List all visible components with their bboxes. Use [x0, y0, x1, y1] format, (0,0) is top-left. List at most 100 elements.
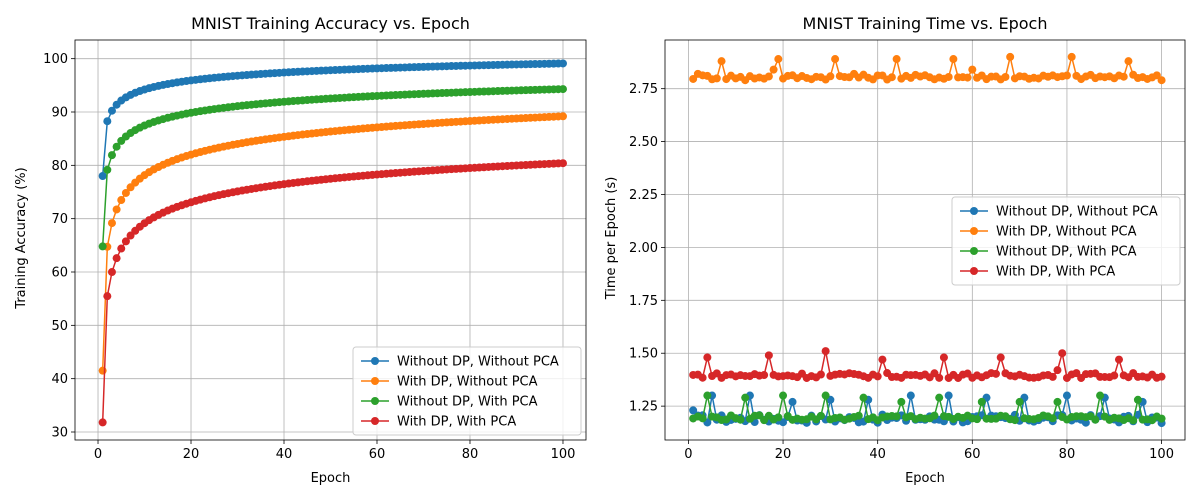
data-point: [826, 72, 835, 81]
legend-box: [352, 346, 582, 436]
y-axis-label: Training Accuracy (%): [14, 167, 29, 309]
data-point: [1114, 355, 1123, 364]
data-point: [1001, 72, 1010, 81]
y-tick-label: 60: [51, 266, 68, 281]
data-point: [558, 59, 567, 68]
legend-label: With DP, Without PCA: [996, 225, 1137, 240]
data-point: [769, 65, 778, 74]
legend-label: With DP, With PCA: [397, 415, 516, 430]
data-point: [103, 292, 112, 301]
legend-label: Without DP, Without PCA: [397, 355, 559, 370]
data-point: [779, 391, 788, 400]
y-tick-label: 2.25: [629, 188, 658, 203]
data-point: [117, 244, 126, 253]
x-tick-label: 60: [964, 447, 981, 462]
data-point: [977, 397, 986, 406]
data-point: [892, 55, 901, 64]
legend-label: With DP, Without PCA: [397, 375, 538, 390]
x-tick-label: 60: [369, 447, 386, 462]
y-tick-label: 1.25: [629, 400, 658, 415]
x-tick-label: 0: [684, 447, 692, 462]
data-point: [1048, 414, 1057, 423]
data-point: [717, 57, 726, 66]
data-point: [1053, 366, 1062, 375]
legend-marker: [371, 397, 379, 405]
data-point: [887, 73, 896, 82]
x-tick-label: 80: [1059, 447, 1076, 462]
data-point: [558, 112, 567, 121]
data-point: [98, 172, 107, 180]
data-point: [1133, 395, 1142, 404]
data-point: [689, 406, 698, 415]
y-tick-label: 2.00: [629, 241, 658, 256]
data-point: [821, 391, 830, 400]
data-point: [1067, 52, 1076, 61]
data-point: [117, 196, 126, 205]
y-tick-label: 90: [51, 106, 68, 121]
data-point: [1124, 57, 1133, 66]
data-point: [821, 347, 830, 356]
data-point: [939, 353, 948, 362]
data-point: [1010, 416, 1019, 425]
data-point: [558, 159, 567, 168]
data-point: [854, 411, 863, 420]
chart-title: MNIST Training Time vs. Epoch: [803, 14, 1048, 33]
data-point: [1015, 397, 1024, 406]
legend-label: Without DP, Without PCA: [996, 205, 1158, 220]
legend: Without DP, Without PCA With DP, Without …: [352, 346, 582, 436]
data-point: [760, 371, 769, 380]
y-tick-label: 100: [43, 52, 68, 67]
series-2: [689, 52, 1166, 85]
data-point: [892, 412, 901, 421]
x-tick-label: 0: [94, 447, 102, 462]
data-point: [1048, 372, 1057, 381]
data-point: [944, 391, 953, 400]
data-point: [831, 55, 840, 64]
data-point: [859, 393, 868, 402]
legend-label: Without DP, With PCA: [996, 245, 1137, 260]
plot-frame: [74, 39, 587, 441]
y-tick-label: 2.50: [629, 135, 658, 150]
data-point: [689, 74, 698, 83]
y-axis-label: Time per Epoch (s): [604, 177, 619, 301]
data-point: [1081, 418, 1090, 427]
data-point: [112, 142, 121, 151]
data-point: [774, 55, 783, 64]
data-point: [698, 414, 707, 423]
data-point: [98, 418, 107, 427]
data-point: [764, 72, 773, 81]
data-point: [873, 372, 882, 381]
accuracy-chart: MNIST Training Accuracy vs. Epoch Epoch …: [14, 14, 587, 486]
series-3: [689, 391, 1166, 425]
data-point: [107, 268, 116, 277]
data-point: [1157, 76, 1166, 85]
data-point: [930, 411, 939, 420]
data-point: [736, 415, 745, 424]
x-tick-label: 20: [183, 447, 200, 462]
data-point: [98, 242, 107, 251]
data-point: [996, 353, 1005, 362]
data-point: [103, 117, 112, 126]
series-2: [98, 112, 567, 375]
data-point: [107, 219, 116, 228]
data-point: [764, 351, 773, 360]
x-tick-label: 100: [1149, 447, 1174, 462]
series-3: [98, 85, 567, 251]
x-axis-label: Epoch: [905, 471, 945, 486]
data-point: [698, 373, 707, 382]
data-point: [1157, 372, 1166, 381]
data-point: [968, 65, 977, 74]
time-chart: MNIST Training Time vs. Epoch Epoch Time…: [604, 14, 1186, 486]
data-point: [1091, 415, 1100, 424]
x-tick-label: 20: [775, 447, 792, 462]
legend-marker: [371, 357, 379, 365]
plot-frame: [664, 39, 1186, 441]
data-point: [1129, 416, 1138, 425]
data-point: [112, 205, 121, 214]
y-tick-label: 50: [51, 319, 68, 334]
x-tick-label: 100: [551, 447, 576, 462]
data-point: [107, 106, 116, 115]
legend-marker: [970, 207, 978, 215]
data-point: [963, 73, 972, 82]
